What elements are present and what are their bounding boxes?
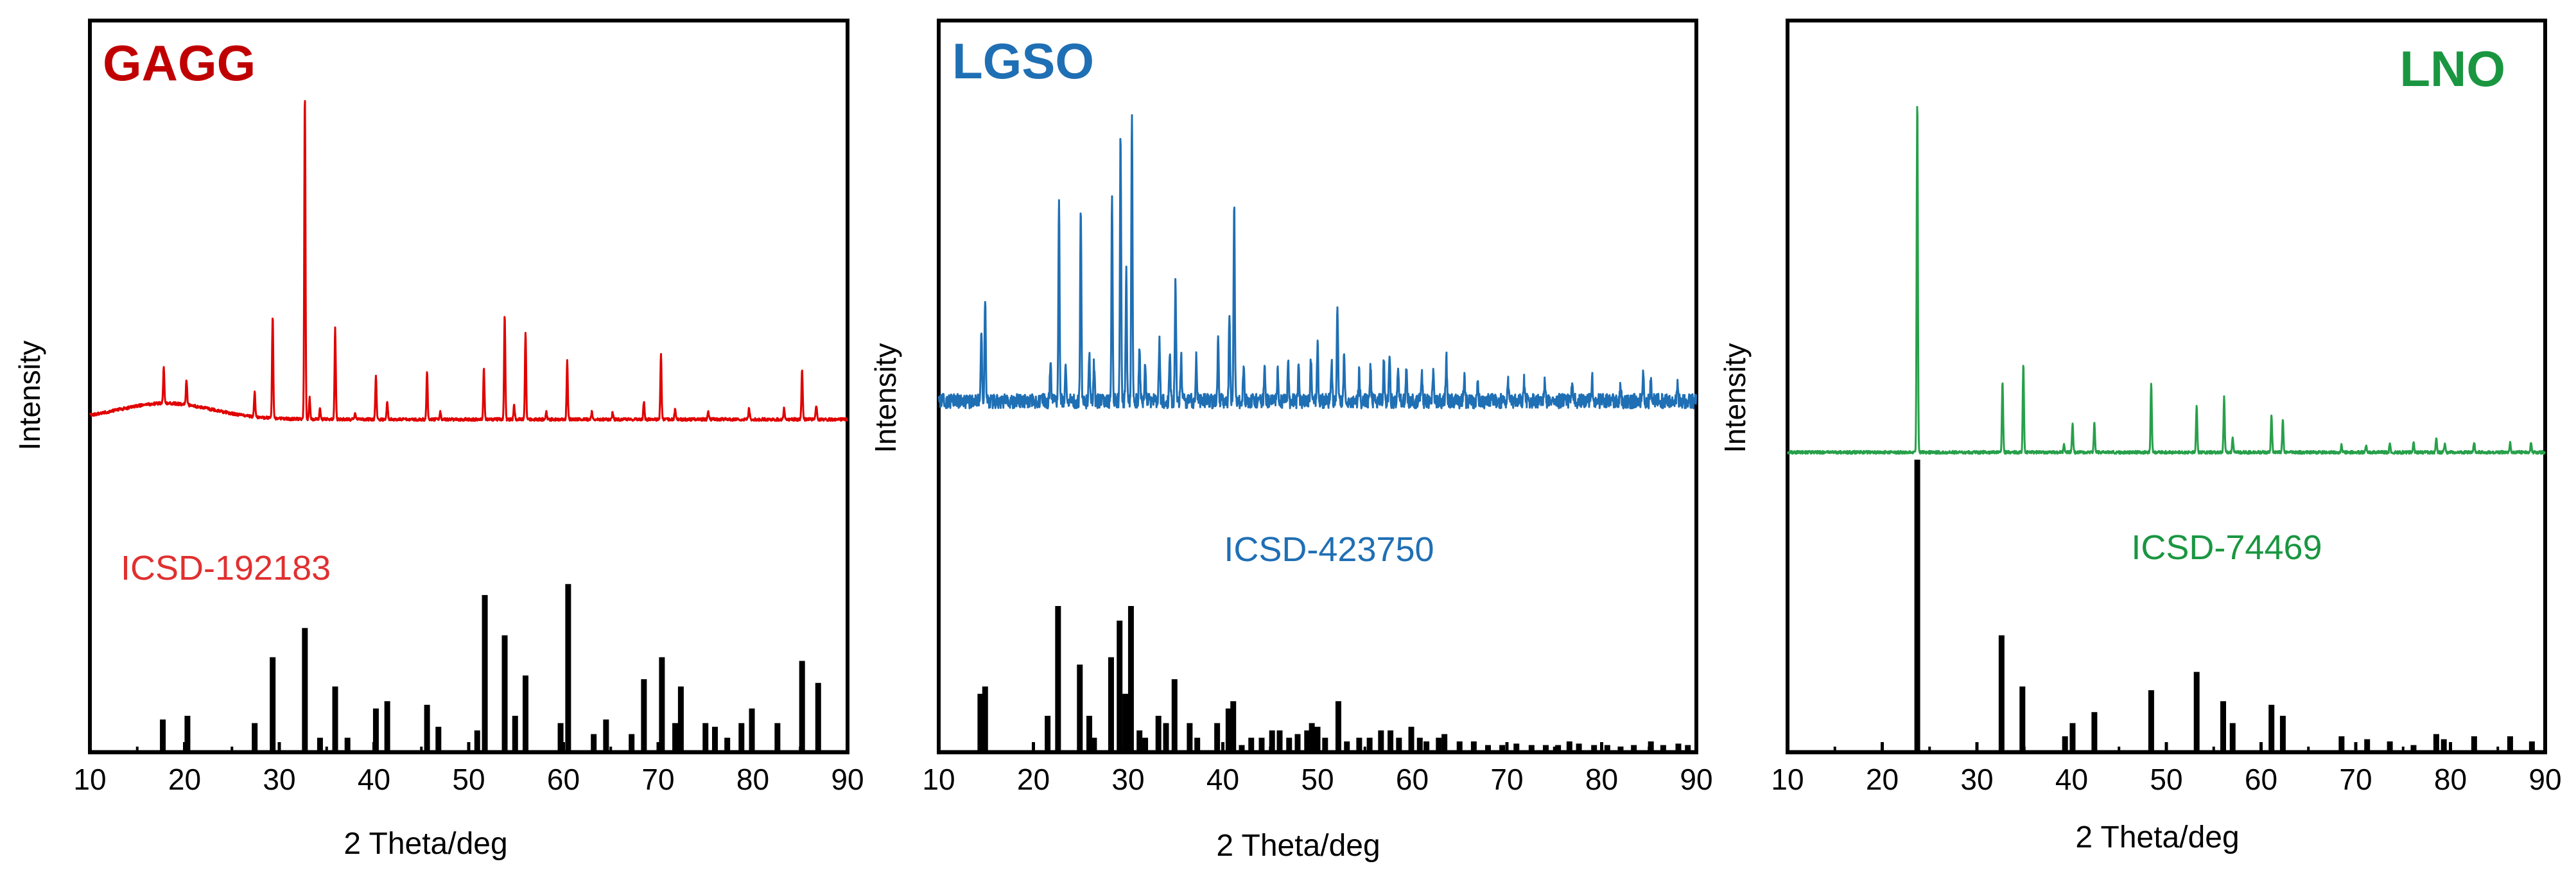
reference-label: ICSD-192183 xyxy=(121,549,331,587)
x-tick-label-60: 60 xyxy=(2245,763,2277,796)
y-axis-label: Intensity xyxy=(13,340,46,450)
x-tick-label-50: 50 xyxy=(1301,763,1334,796)
plot-frame xyxy=(88,19,849,754)
x-tick-label-80: 80 xyxy=(1585,763,1618,796)
x-tick-label-80: 80 xyxy=(2434,763,2467,796)
x-tick-label-90: 90 xyxy=(1680,763,1712,796)
y-axis-label: Intensity xyxy=(869,343,902,453)
panel-lgso: 10 20 30 40 50 60 70 80 90 LGSO ICSD-423750 2 Th… xyxy=(869,19,1713,863)
x-tick-label-40: 40 xyxy=(358,763,390,796)
x-tick-label-20: 20 xyxy=(1017,763,1050,796)
x-tick-label-10: 10 xyxy=(1771,763,1804,796)
x-axis-label: 2 Theta/deg xyxy=(2075,820,2239,854)
panel-lno: 10 20 30 40 50 60 70 80 90 LNO ICSD-74469 2 Thet… xyxy=(1718,19,2562,854)
measured-pattern-line xyxy=(937,114,1698,410)
x-tick-label-90: 90 xyxy=(831,763,864,796)
plot-frame xyxy=(1786,19,2547,754)
x-tick-label-20: 20 xyxy=(168,763,201,796)
x-tick-label-60: 60 xyxy=(1396,763,1429,796)
x-tick-label-40: 40 xyxy=(2055,763,2088,796)
x-tick-label-90: 90 xyxy=(2528,763,2561,796)
panel-gagg: 10 20 30 40 50 60 70 80 90 GAGG ICSD-192183 2 Th… xyxy=(13,19,864,861)
chart-title: GAGG xyxy=(103,35,256,91)
x-tick-label-70: 70 xyxy=(641,763,674,796)
x-tick-label-70: 70 xyxy=(1490,763,1523,796)
x-tick-label-10: 10 xyxy=(73,763,106,796)
x-tick-label-30: 30 xyxy=(1960,763,1993,796)
measured-pattern-line xyxy=(89,100,849,422)
x-axis: 10 20 30 40 50 60 70 80 90 xyxy=(922,742,1713,796)
x-axis-label: 2 Theta/deg xyxy=(344,827,507,861)
reference-stick-pattern xyxy=(90,584,848,752)
x-axis: 10 20 30 40 50 60 70 80 90 xyxy=(1771,742,2562,796)
x-axis-label: 2 Theta/deg xyxy=(1216,829,1380,863)
reference-stick-pattern xyxy=(939,606,1696,752)
y-axis-label: Intensity xyxy=(1718,343,1752,453)
chart-title: LNO xyxy=(2399,40,2505,97)
x-tick-label-50: 50 xyxy=(2150,763,2182,796)
reference-label: ICSD-74469 xyxy=(2131,528,2322,567)
x-tick-label-40: 40 xyxy=(1206,763,1239,796)
reference-stick-pattern xyxy=(1788,460,2545,752)
x-tick-label-80: 80 xyxy=(736,763,769,796)
x-tick-label-50: 50 xyxy=(452,763,485,796)
x-tick-label-30: 30 xyxy=(263,763,295,796)
measured-pattern-line xyxy=(1787,106,2546,455)
x-axis: 10 20 30 40 50 60 70 80 90 xyxy=(73,742,864,796)
reference-label: ICSD-423750 xyxy=(1224,530,1434,569)
x-tick-label-10: 10 xyxy=(922,763,955,796)
x-tick-label-60: 60 xyxy=(547,763,580,796)
x-tick-label-70: 70 xyxy=(2339,763,2372,796)
x-tick-label-30: 30 xyxy=(1111,763,1144,796)
chart-title: LGSO xyxy=(952,33,1094,89)
x-tick-label-20: 20 xyxy=(1866,763,1899,796)
